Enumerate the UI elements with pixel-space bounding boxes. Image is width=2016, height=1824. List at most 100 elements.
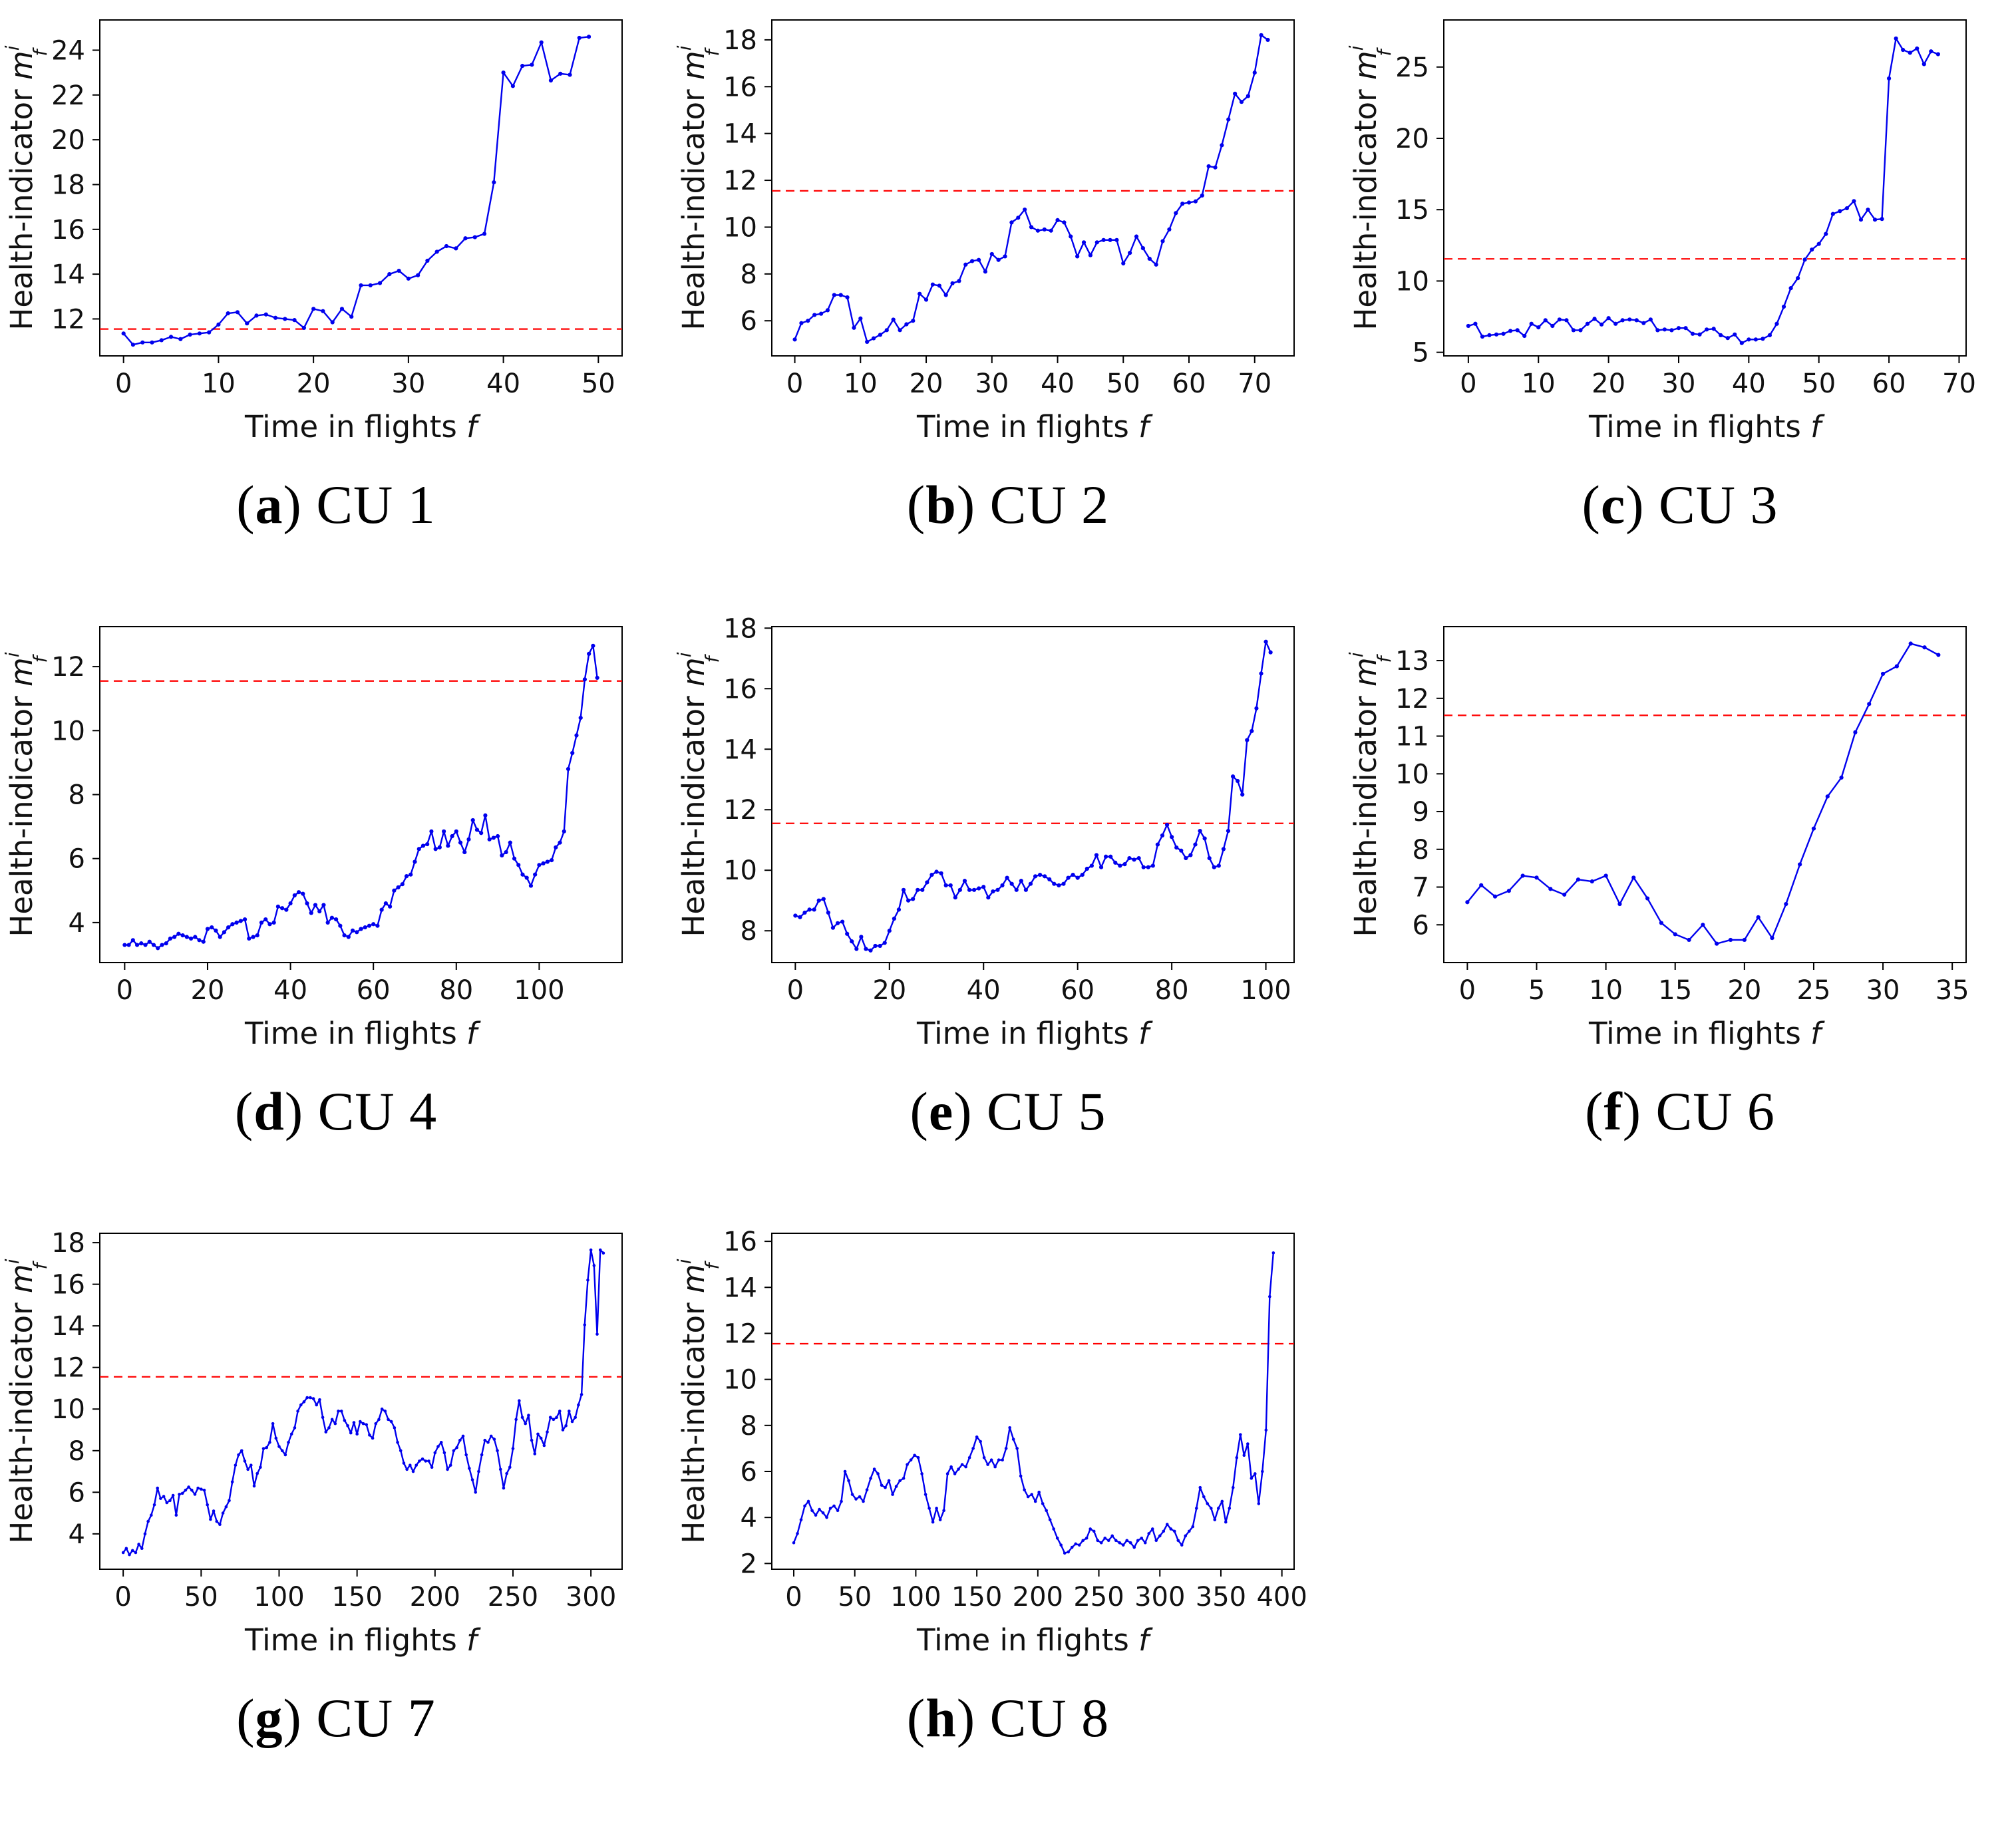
x-tick-label: 100 — [890, 1582, 941, 1612]
caption-open-paren: ( — [906, 474, 926, 535]
data-point-marker — [1015, 1447, 1019, 1450]
data-point-marker — [1617, 901, 1622, 907]
data-point-marker — [1252, 71, 1257, 75]
data-point-marker — [420, 1457, 424, 1461]
y-tick-label: 7 — [1413, 873, 1429, 903]
data-point-marker — [165, 1501, 169, 1505]
data-point-marker — [539, 1436, 543, 1440]
data-point-marker — [1198, 1485, 1202, 1489]
data-point-marker — [202, 1488, 206, 1492]
data-point-marker — [920, 1472, 924, 1475]
data-point-marker — [178, 337, 183, 341]
data-point-marker — [943, 293, 948, 297]
data-point-marker — [924, 1493, 927, 1496]
data-point-marker — [1494, 332, 1499, 337]
y-tick-label: 16 — [51, 1270, 85, 1300]
data-point-marker — [265, 1445, 269, 1449]
data-point-marker — [558, 840, 562, 845]
data-point-marker — [315, 1403, 319, 1407]
data-point-marker — [847, 1479, 850, 1483]
data-point-marker — [409, 1463, 412, 1467]
data-point-marker — [578, 715, 583, 720]
data-point-marker — [416, 273, 420, 277]
data-point-marker — [1014, 887, 1019, 892]
data-point-marker — [854, 947, 859, 951]
axes-frame — [1443, 19, 1967, 357]
data-point-marker — [242, 917, 248, 922]
y-axis-label: Health-indicator mif — [1345, 45, 1395, 330]
data-point-marker — [528, 883, 534, 888]
data-point-marker — [1114, 237, 1119, 242]
data-point-marker — [995, 887, 1000, 892]
data-point-marker — [392, 888, 397, 893]
data-point-marker — [510, 84, 515, 88]
data-point-marker — [1564, 318, 1569, 323]
data-point-marker — [1047, 877, 1052, 881]
data-point-marker — [442, 829, 446, 834]
caption-close-paren: ) — [1622, 1081, 1656, 1141]
x-axis-label: Time in flights f — [916, 409, 1153, 444]
data-point-marker — [309, 1396, 312, 1400]
data-point-marker — [1019, 1474, 1023, 1478]
data-point-marker — [255, 1471, 259, 1475]
data-point-marker — [542, 1444, 546, 1447]
chart-panel-h: 0 50 100 150 200 250 300 350 400 2 4 6 8 10 12 14 16 Time… — [672, 1213, 1344, 1820]
data-point-marker — [1788, 286, 1793, 291]
data-point-marker — [1180, 1543, 1184, 1547]
data-point-marker — [359, 927, 363, 931]
x-axis-label: Time in flights f — [1588, 1016, 1825, 1051]
data-point-marker — [1774, 321, 1779, 326]
data-point-marker — [321, 903, 326, 907]
data-point-marker — [792, 337, 797, 342]
data-point-marker — [1028, 881, 1033, 886]
x-tick-label: 0 — [114, 1582, 131, 1612]
data-point-marker — [458, 840, 463, 845]
data-point-marker — [1184, 855, 1188, 861]
data-point-marker — [455, 1445, 458, 1449]
data-point-marker — [147, 939, 152, 944]
x-tick-label: 50 — [1802, 369, 1836, 399]
data-point-marker — [869, 1477, 872, 1480]
data-point-marker — [1838, 209, 1842, 214]
data-point-marker — [237, 1453, 240, 1457]
data-point-marker — [832, 293, 836, 297]
data-point-marker — [339, 307, 345, 311]
x-tick-label: 80 — [439, 975, 473, 1006]
data-point-marker — [1193, 199, 1198, 204]
data-point-marker — [799, 321, 804, 325]
data-point-marker — [598, 1248, 602, 1252]
data-point-marker — [971, 887, 977, 892]
data-point-marker — [355, 1432, 359, 1436]
data-point-marker — [1067, 1550, 1070, 1554]
data-point-marker — [1143, 1541, 1147, 1545]
data-point-marker — [1200, 193, 1204, 198]
data-point-marker — [858, 1495, 862, 1499]
data-point-marker — [945, 1472, 949, 1475]
data-point-marker — [246, 1467, 250, 1471]
data-point-marker — [293, 1426, 297, 1430]
x-tick-label: 40 — [486, 369, 520, 399]
data-point-marker — [124, 1547, 128, 1551]
data-point-marker — [156, 1486, 160, 1490]
data-point-marker — [470, 1478, 474, 1481]
data-point-marker — [1096, 1539, 1100, 1543]
caption-letter: e — [928, 1081, 954, 1141]
x-tick-label: 20 — [1592, 369, 1625, 399]
data-point-marker — [1742, 937, 1747, 943]
data-point-marker — [1198, 828, 1202, 834]
data-point-marker — [454, 246, 458, 251]
data-point-marker — [953, 895, 957, 900]
data-point-marker — [1081, 1539, 1085, 1543]
data-point-marker — [424, 1459, 428, 1463]
data-point-marker — [1894, 664, 1899, 669]
data-point-marker — [925, 880, 929, 885]
data-point-marker — [1066, 875, 1071, 880]
data-point-marker — [552, 1418, 556, 1422]
data-point-marker — [330, 1418, 334, 1422]
data-point-marker — [150, 1513, 153, 1517]
data-point-marker — [931, 1520, 935, 1524]
data-point-marker — [1479, 883, 1484, 887]
data-point-marker — [568, 1410, 571, 1413]
data-point-marker — [1077, 1543, 1081, 1547]
data-point-marker — [224, 1505, 228, 1509]
